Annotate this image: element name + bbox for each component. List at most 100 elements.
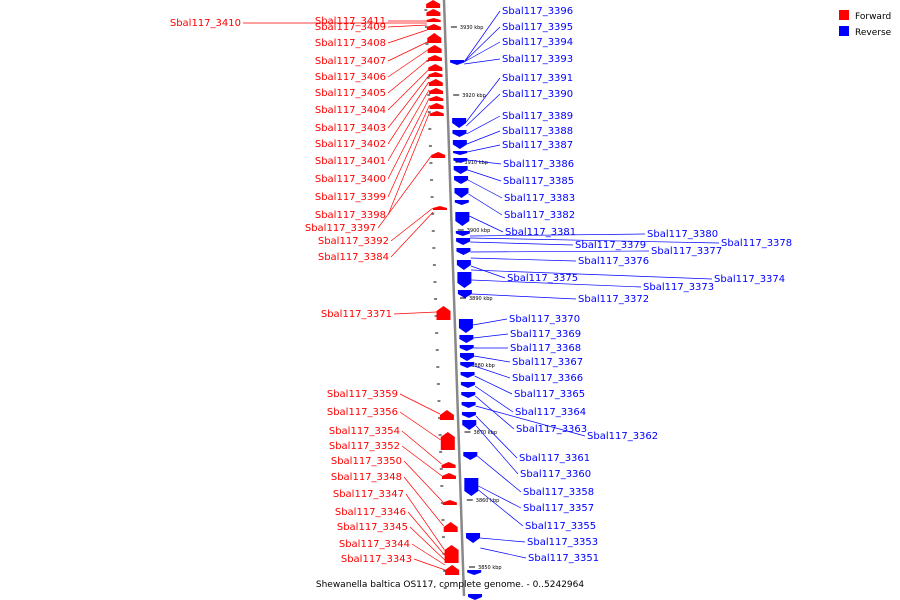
leader-line [405,493,445,551]
label-leader-lines [243,10,720,571]
gene-arrow [454,176,469,184]
gene-label[interactable]: Sbal117_3395 [502,22,573,33]
gene-label[interactable]: Sbal117_3351 [528,553,599,564]
gene-label[interactable]: Sbal117_3361 [519,453,590,464]
gene-label[interactable]: Sbal117_3345 [337,522,408,533]
gene-label[interactable]: Sbal117_3401 [315,156,386,167]
gene-label[interactable]: Sbal117_3356 [327,407,398,418]
gene-label[interactable]: Sbal117_3346 [335,507,406,518]
gene-label[interactable]: Sbal117_3355 [525,521,596,532]
gene-label[interactable]: Sbal117_3373 [643,282,714,293]
gene-arrow [461,412,476,418]
gene-label[interactable]: Sbal117_3379 [575,240,646,251]
gene-label[interactable]: Sbal117_3358 [523,487,594,498]
gene-arrow [456,238,471,245]
gene-label[interactable]: Sbal117_3398 [315,210,386,221]
gene-label[interactable]: Sbal117_3378 [721,238,792,249]
gene-label[interactable]: Sbal117_3409 [315,22,386,33]
gene-label[interactable]: Sbal117_3388 [502,126,573,137]
gene-label[interactable]: Sbal117_3374 [714,274,785,285]
gene-label[interactable]: Sbal117_3390 [502,89,573,100]
leader-line [470,250,650,253]
gene-label[interactable]: Sbal117_3397 [305,223,376,234]
gene-label[interactable]: Sbal117_3393 [502,54,573,65]
gene-label[interactable]: Sbal117_3367 [512,357,583,368]
gene-label[interactable]: Sbal117_3400 [315,174,386,185]
gene-arrow [441,473,456,479]
gene-label[interactable]: Sbal117_3407 [315,56,386,67]
gene-label[interactable]: Sbal117_3375 [507,273,578,284]
gene-label[interactable]: Sbal117_3389 [502,111,573,122]
gene-label[interactable]: Sbal117_3353 [527,537,598,548]
gene-label[interactable]: Sbal117_3359 [327,389,398,400]
gene-label[interactable]: Sbal117_3347 [333,489,404,500]
gene-label[interactable]: Sbal117_3366 [512,373,583,384]
gene-label[interactable]: Sbal117_3382 [504,210,575,221]
leader-line [401,430,442,465]
gene-label[interactable]: Sbal117_3391 [502,73,573,84]
gene-arrow [459,353,474,361]
gene-label[interactable]: Sbal117_3381 [505,227,576,238]
gene-label[interactable]: Sbal117_3348 [331,472,402,483]
gene-arrow [453,151,468,155]
gene-label[interactable]: Sbal117_3350 [331,456,402,467]
gene-label[interactable]: Sbal117_3405 [315,88,386,99]
gene-label[interactable]: Sbal117_3406 [315,72,386,83]
gene-label[interactable]: Sbal117_3386 [503,159,574,170]
gene-label[interactable]: Sbal117_3370 [509,314,580,325]
gene-label[interactable]: Sbal117_3383 [504,193,575,204]
gene-label[interactable]: Sbal117_3385 [503,176,574,187]
leader-line [387,59,429,94]
gene-label[interactable]: Sbal117_3377 [651,246,722,257]
leader-line [469,237,720,244]
gene-label[interactable]: Sbal117_3376 [578,256,649,267]
gene-label[interactable]: Sbal117_3368 [510,343,581,354]
leader-line [469,215,504,233]
leader-line [466,115,501,135]
gene-label[interactable]: Sbal117_3369 [510,329,581,340]
gene-arrow [453,166,468,174]
gene-arrow [468,594,483,600]
tick-label: 3870 kbp [473,430,497,436]
gene-label[interactable]: Sbal117_3344 [339,539,410,550]
gene-arrow [456,260,471,270]
leader-line [471,279,642,288]
gene-label[interactable]: Sbal117_3352 [329,441,400,452]
gene-label[interactable]: Sbal117_3384 [318,252,389,263]
gene-label[interactable]: Sbal117_3394 [502,37,573,48]
tick-label: 3850 kbp [478,565,502,571]
gene-arrow [443,522,458,532]
tick-label: 3910 kbp [464,160,488,166]
gene-label[interactable]: Sbal117_3392 [318,236,389,247]
gene-label[interactable]: Sbal117_3387 [502,140,573,151]
gene-label[interactable]: Sbal117_3364 [515,407,586,418]
leader-line [468,193,503,216]
gene-label[interactable]: Sbal117_3403 [315,123,386,134]
gene-label[interactable]: Sbal117_3354 [329,426,400,437]
gene-arrow [439,410,454,420]
gene-label[interactable]: Sbal117_3396 [502,6,573,17]
leader-line [478,485,522,509]
gene-label[interactable]: Sbal117_3357 [523,503,594,514]
gene-label[interactable]: Sbal117_3365 [514,389,585,400]
gene-label[interactable]: Sbal117_3363 [516,424,587,435]
leader-line [390,207,434,242]
gene-label[interactable]: Sbal117_3410 [170,18,241,29]
gene-label[interactable]: Sbal117_3360 [520,469,591,480]
gene-label[interactable]: Sbal117_3371 [321,309,392,320]
gene-label[interactable]: Sbal117_3411 [315,16,386,27]
gene-label[interactable]: Sbal117_3399 [315,192,386,203]
gene-label[interactable]: Sbal117_3408 [315,38,386,49]
gene-arrow [460,362,475,368]
gene-label[interactable]: Sbal117_3402 [315,139,386,150]
gene-label[interactable]: Sbal117_3362 [587,431,658,442]
gene-label[interactable]: Sbal117_3380 [647,229,718,240]
gene-arrow [454,200,469,205]
leader-line [467,144,501,153]
gene-arrow [427,55,442,61]
gene-label[interactable]: Sbal117_3404 [315,105,386,116]
leader-line [475,395,515,430]
gene-label[interactable]: Sbal117_3343 [341,554,412,565]
gene-arrow [450,60,465,65]
gene-label[interactable]: Sbal117_3372 [578,294,649,305]
